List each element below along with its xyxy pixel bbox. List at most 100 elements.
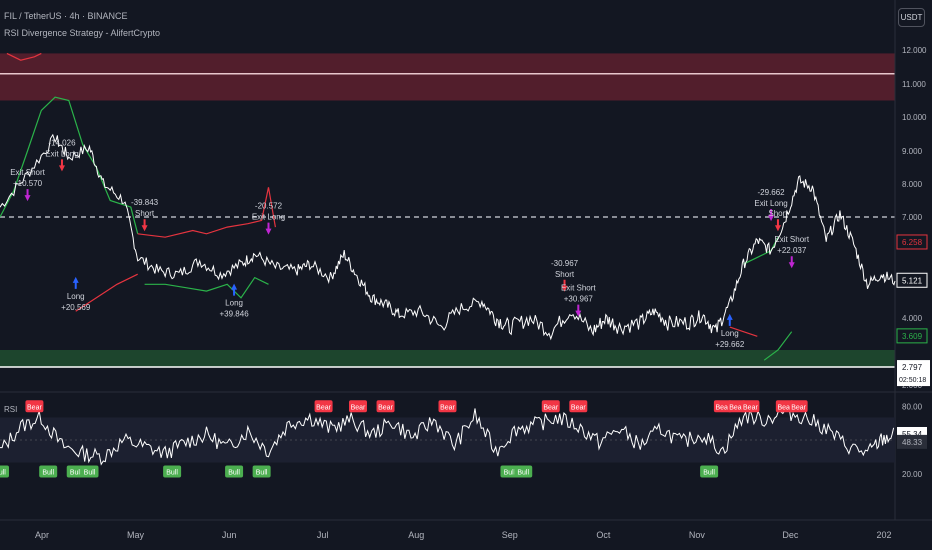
rsi-line [0,405,895,466]
price-tick-label: 4.000 [902,314,923,323]
x-tick-label: Oct [596,530,611,540]
symbol-title: FIL / TetherUS · 4h · BINANCE [4,11,128,21]
divergence-label-bull: Bull [256,470,268,477]
divergence-badge-bear [376,400,395,413]
trade-arrow-exit [788,256,795,269]
trade-label-top: Long [721,329,739,338]
divergence-badge-bear [741,400,760,413]
divergence-label-bear: Bear [715,404,730,411]
price-tag [896,272,928,288]
rsi-tag-value: 55.34 [902,430,923,439]
x-tick-label: Apr [35,530,49,540]
x-tick-label: May [127,530,145,540]
divergence-label-bear: Bear [440,404,455,411]
trade-arrow-entry-long [72,276,79,289]
trade-arrow-exit [24,189,31,202]
divergence-badge-bear [789,400,808,413]
divergence-badge-bear [438,400,457,413]
divergence-label-bear: Bear [791,404,806,411]
trade-label-bottom: +29.662 [715,340,745,349]
trade-label-bottom: Exit Long [754,199,787,208]
rsi-panel-label: RSI [4,405,18,414]
trade-label-bottom: +20.569 [61,303,91,312]
divergence-label-bull: Bull [0,470,6,477]
divergence-badge-bull [514,465,533,478]
divergence-badge-bear [713,400,732,413]
trade-label-bottom: Exit Long [45,149,78,158]
divergence-badge-bear [314,400,333,413]
trade-arrow-exit [768,209,775,222]
divergence-label-bear: Bear [743,404,758,411]
trade-label-top: Long [225,299,243,308]
trade-arrow-entry-long [726,313,733,326]
trailing-stop-line-red-3 [729,326,758,337]
countdown-timer: 02:50:18 [899,377,926,384]
trade-label-bottom: +30.967 [564,295,594,304]
trade-label-bottom: Short [135,209,155,218]
divergence-badge-bull [39,465,58,478]
divergence-label-bull: Bull [504,470,516,477]
divergence-label-bear: Bear [378,404,393,411]
divergence-badge-bear [727,400,746,413]
divergence-badge-bear [569,400,588,413]
trailing-stop-line-red-1 [137,187,276,238]
divergence-label-bull: Bull [84,470,96,477]
support-zone [0,350,895,367]
trade-label-bottom: Short [768,209,788,218]
divergence-badge-bull [66,465,85,478]
trade-label-top: Exit Short [561,284,596,293]
trade-label-bottom: Exit Long [252,213,285,222]
divergence-badge-bear [349,400,367,413]
rsi-tick-label: 80.00 [902,402,923,411]
price-tick-label: 8.000 [902,180,923,189]
currency-button[interactable]: USDT [898,8,925,27]
price-tag-value: 5.121 [902,276,923,285]
trade-arrow-entry-short [561,279,568,292]
divergence-badge-bull [163,465,182,478]
divergence-badge-bear [775,400,794,413]
divergence-badge-bear [541,400,560,413]
divergence-label-bear: Bear [571,404,586,411]
divergence-badge-bull [500,465,519,478]
x-tick-label: Dec [782,530,799,540]
divergence-label-bear: Bear [316,404,331,411]
divergence-label-bull: Bull [703,470,715,477]
trade-label-bottom: +39.846 [220,310,250,319]
trade-label-bottom: +10.570 [13,179,43,188]
price-tag-value: 3.609 [902,332,923,341]
trade-label-bottom: Short [555,270,575,279]
last-price-value: 2.797 [902,363,923,372]
price-tick-label: 10.000 [902,113,927,122]
trade-label-top: -29.662 [758,188,786,197]
price-tick-label: 7.000 [902,213,923,222]
divergence-label-bull: Bull [166,470,178,477]
trailing-stop-line-red-2 [75,273,138,312]
price-tag-value: 6.258 [902,238,923,247]
divergence-badge-bull [225,465,244,478]
trade-arrow-exit [575,304,582,317]
divergence-badge-bull [80,465,99,478]
price-tick-label: 11.000 [902,80,926,89]
divergence-label-bear: Bear [351,404,366,411]
x-tick-label: Sep [502,530,518,540]
x-tick-label: 202 [876,530,891,540]
trade-label-top: Exit Short [10,168,45,177]
divergence-label-bull: Bull [228,470,240,477]
divergence-badge-bear [25,400,44,413]
trade-label-top: Exit Short [774,235,809,244]
divergence-badge-bull [252,465,271,478]
rsi-tag-value: 48.33 [902,438,923,447]
trade-label-top: -39.843 [131,198,159,207]
divergence-label-bear: Bear [27,404,42,411]
trailing-stop-line-green-1 [0,96,139,234]
resistance-zone [0,53,895,101]
trade-label-top: -30.967 [551,259,579,268]
divergence-label-bull: Bull [517,470,529,477]
rsi-tag [897,434,927,449]
divergence-label-bear: Bear [543,404,558,411]
strategy-title: RSI Divergence Strategy - AlifertCrypto [4,28,161,38]
x-tick-label: Jun [222,530,237,540]
price-tag [896,234,928,250]
last-price-tag [897,360,930,387]
